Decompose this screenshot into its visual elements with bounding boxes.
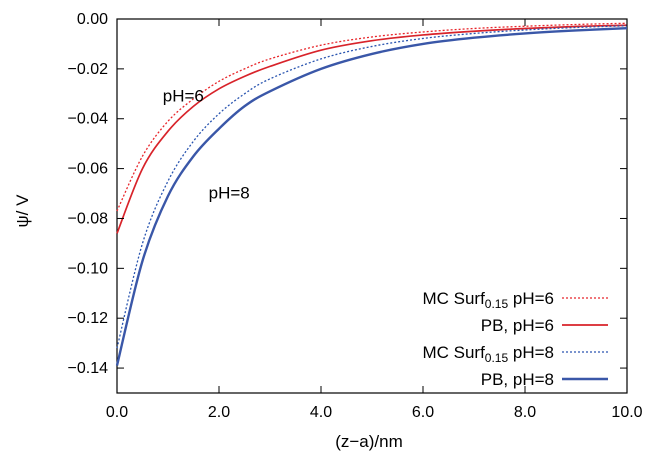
x-tick-label: 6.0 (412, 404, 434, 421)
legend-label-2: PB, pH=6 (481, 316, 554, 335)
series-layer (115, 22, 628, 366)
series-line-2 (116, 24, 628, 234)
legend-label-4: PB, pH=8 (481, 370, 554, 389)
legend-label-subscript: 0.15 (485, 351, 509, 365)
x-tick-label: 0.0 (106, 404, 128, 421)
legend-label-tail: pH=6 (508, 289, 554, 308)
legend: MC Surf0.15 pH=6PB, pH=6MC Surf0.15 pH=8… (422, 289, 608, 389)
annotation-label-1: pH=6 (163, 86, 204, 105)
x-tick-label: 4.0 (310, 404, 332, 421)
y-tick-label: −0.08 (68, 210, 109, 227)
plot-frame (116, 18, 628, 394)
legend-label-main: MC Surf (422, 343, 485, 362)
annotations: pH=6 pH=8 (163, 86, 250, 202)
annotation-label-2: pH=8 (209, 184, 250, 203)
y-tick-label: −0.12 (68, 310, 109, 327)
legend-label-subscript: 0.15 (485, 297, 509, 311)
y-tick-label: −0.10 (68, 260, 109, 277)
x-tick-label: 10.0 (611, 404, 642, 421)
series-line-1 (116, 22, 628, 212)
legend-label-main: PB, pH=6 (481, 316, 554, 335)
y-tick-label: −0.04 (68, 111, 109, 128)
y-tick-label: −0.06 (68, 161, 109, 178)
x-tick-label: 2.0 (208, 404, 230, 421)
y-tick-label: 0.00 (77, 11, 108, 28)
x-axis-label: (z−a)/nm (335, 432, 403, 451)
plot-area (116, 18, 628, 394)
y-tick-label: −0.14 (68, 360, 109, 377)
y-axis: 0.00 −0.02 −0.04 −0.06 −0.08 −0.10 −0.12 −0.14 (68, 11, 627, 377)
series-line-4 (115, 27, 628, 366)
y-tick-label: −0.02 (68, 61, 109, 78)
x-axis: 0.0 2.0 4.0 6.0 8.0 10.0 (106, 19, 643, 421)
legend-label-main: MC Surf (422, 289, 485, 308)
legend-label-tail: pH=8 (508, 343, 554, 362)
x-tick-label: 8.0 (514, 404, 536, 421)
legend-label-3: MC Surf0.15 pH=8 (422, 343, 554, 365)
legend-label-main: PB, pH=8 (481, 370, 554, 389)
legend-label-1: MC Surf0.15 pH=6 (422, 289, 554, 311)
y-axis-label: ψ/ V (13, 194, 32, 228)
